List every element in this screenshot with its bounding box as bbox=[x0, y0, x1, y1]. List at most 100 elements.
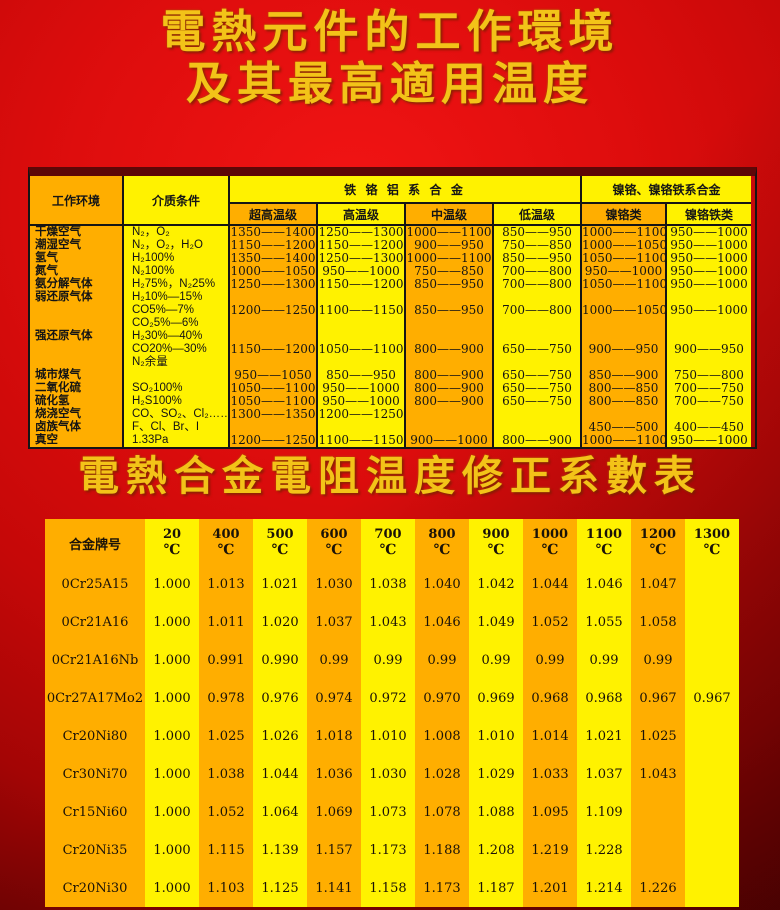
coefficient-cell bbox=[685, 641, 739, 679]
nicr-type-cell: 800——850 bbox=[582, 382, 667, 395]
environment-cell: 城市煤气 bbox=[30, 369, 124, 382]
environment-cell: 卤族气体 bbox=[30, 421, 124, 434]
nicr-type-cell: 950——1000 bbox=[582, 265, 667, 278]
environment-cell: 硫化氢 bbox=[30, 395, 124, 408]
low-grade-cell bbox=[494, 317, 582, 330]
nicr-type-cell: 800——850 bbox=[582, 395, 667, 408]
coefficient-cell: 1.073 bbox=[361, 793, 415, 831]
ultra-high-grade-cell: 1350——1400 bbox=[230, 226, 318, 239]
coefficient-cell: 1.055 bbox=[577, 603, 631, 641]
header-medium-grade: 中温级 bbox=[406, 204, 494, 226]
celsius-unit: ℃ bbox=[703, 542, 721, 558]
high-grade-cell: 1200——1250 bbox=[318, 408, 406, 421]
coefficient-cell: 1.058 bbox=[631, 603, 685, 641]
medium-cell: N₂余量 bbox=[124, 356, 230, 369]
coefficient-cell bbox=[685, 755, 739, 793]
celsius-unit: ℃ bbox=[379, 542, 397, 558]
medium-grade-cell: 850——950 bbox=[406, 278, 494, 291]
coefficient-cell bbox=[685, 565, 739, 603]
medium-grade-cell: 800——900 bbox=[406, 343, 494, 356]
medium-cell: F、Cl、Br、I bbox=[124, 421, 230, 434]
coefficient-cell: 0.974 bbox=[307, 679, 361, 717]
ultra-high-grade-cell: 1050——1100 bbox=[230, 395, 318, 408]
header-temperature-cell: 500 ℃ bbox=[253, 519, 307, 565]
coefficient-cell: 1.021 bbox=[253, 565, 307, 603]
coefficient-cell: 1.208 bbox=[469, 831, 523, 869]
coefficient-cell: 1.000 bbox=[145, 603, 199, 641]
header-ultra-high-grade: 超高温级 bbox=[230, 204, 318, 226]
high-grade-cell bbox=[318, 421, 406, 434]
alloy-grade-cell: 0Cr21A16 bbox=[45, 603, 145, 641]
high-grade-cell: 950——1000 bbox=[318, 382, 406, 395]
coefficient-cell: 1.044 bbox=[253, 755, 307, 793]
ultra-high-grade-cell bbox=[230, 421, 318, 434]
environment-cell: 氮气 bbox=[30, 265, 124, 278]
nicrfe-type-cell: 950——1000 bbox=[667, 239, 751, 252]
temperature-value: 600 bbox=[320, 527, 348, 542]
coefficient-cell: 0.99 bbox=[415, 641, 469, 679]
coefficient-cell bbox=[685, 831, 739, 869]
ultra-high-grade-cell: 1000——1050 bbox=[230, 265, 318, 278]
coefficient-cell: 0.970 bbox=[415, 679, 469, 717]
coefficient-cell bbox=[685, 603, 739, 641]
ultra-high-grade-cell bbox=[230, 356, 318, 369]
high-grade-cell: 850——950 bbox=[318, 369, 406, 382]
nicrfe-type-cell: 950——1000 bbox=[667, 252, 751, 265]
coefficient-cell: 1.000 bbox=[145, 869, 199, 907]
environment-table-header: 工作环境 介质条件 铁 铬 铝 系 合 金 镍铬、镍铬铁系合金 超高温级 高温级… bbox=[30, 176, 755, 226]
environment-cell: 氢气 bbox=[30, 252, 124, 265]
coefficient-cell: 1.141 bbox=[307, 869, 361, 907]
nicrfe-type-cell: 900——950 bbox=[667, 343, 751, 356]
temperature-value: 500 bbox=[266, 527, 294, 542]
temperature-value: 1200 bbox=[639, 527, 677, 542]
coefficient-cell: 1.046 bbox=[415, 603, 469, 641]
nicr-type-cell bbox=[582, 356, 667, 369]
page-title-line2: 及其最高適用温度 bbox=[185, 57, 594, 110]
nicr-type-cell bbox=[582, 291, 667, 304]
environment-cell bbox=[30, 317, 124, 330]
nicrfe-type-cell: 700——750 bbox=[667, 395, 751, 408]
nicrfe-type-cell: 950——1000 bbox=[667, 265, 751, 278]
environment-cell bbox=[30, 304, 124, 317]
nicrfe-type-cell: 950——1000 bbox=[667, 226, 751, 239]
header-temperature-cell: 1200 ℃ bbox=[631, 519, 685, 565]
coefficient-cell: 1.036 bbox=[307, 755, 361, 793]
medium-cell: H₂100% bbox=[124, 252, 230, 265]
coefficient-cell: 1.173 bbox=[361, 831, 415, 869]
coefficient-cell: 0.99 bbox=[631, 641, 685, 679]
coefficient-cell: 1.038 bbox=[361, 565, 415, 603]
coefficient-cell: 0.972 bbox=[361, 679, 415, 717]
coefficient-cell: 1.064 bbox=[253, 793, 307, 831]
medium-cell: N₂，O₂ bbox=[124, 226, 230, 239]
medium-grade-cell bbox=[406, 356, 494, 369]
coefficient-cell: 1.228 bbox=[577, 831, 631, 869]
high-grade-cell bbox=[318, 317, 406, 330]
coefficient-cell: 1.000 bbox=[145, 831, 199, 869]
temperature-value: 1300 bbox=[693, 527, 731, 542]
nicrfe-type-cell: 950——1000 bbox=[667, 278, 751, 291]
alloy-grade-cell: Cr20Ni35 bbox=[45, 831, 145, 869]
nicrfe-type-cell bbox=[667, 317, 751, 330]
celsius-unit: ℃ bbox=[217, 542, 235, 558]
environment-cell: 弱还原气体 bbox=[30, 291, 124, 304]
celsius-unit: ℃ bbox=[325, 542, 343, 558]
low-grade-cell: 700——800 bbox=[494, 304, 582, 317]
coefficient-cell: 1.043 bbox=[361, 603, 415, 641]
coefficient-cell: 0.969 bbox=[469, 679, 523, 717]
coefficient-cell: 1.052 bbox=[523, 603, 577, 641]
high-grade-cell: 1150——1200 bbox=[318, 239, 406, 252]
coefficient-cell: 1.188 bbox=[415, 831, 469, 869]
coefficient-cell: 1.000 bbox=[145, 793, 199, 831]
medium-grade-cell: 1000——1100 bbox=[406, 226, 494, 239]
alloy-grade-cell: Cr20Ni30 bbox=[45, 869, 145, 907]
medium-grade-cell bbox=[406, 291, 494, 304]
coefficient-cell: 0.968 bbox=[523, 679, 577, 717]
medium-cell: H₂75%，N₂25% bbox=[124, 278, 230, 291]
coefficient-cell: 1.037 bbox=[577, 755, 631, 793]
coefficient-cell: 1.219 bbox=[523, 831, 577, 869]
coefficient-cell: 1.025 bbox=[631, 717, 685, 755]
header-medium-condition: 介质条件 bbox=[124, 176, 230, 226]
medium-grade-cell: 750——850 bbox=[406, 265, 494, 278]
nicr-type-cell: 1000——1050 bbox=[582, 303, 668, 317]
coefficient-cell bbox=[631, 793, 685, 831]
